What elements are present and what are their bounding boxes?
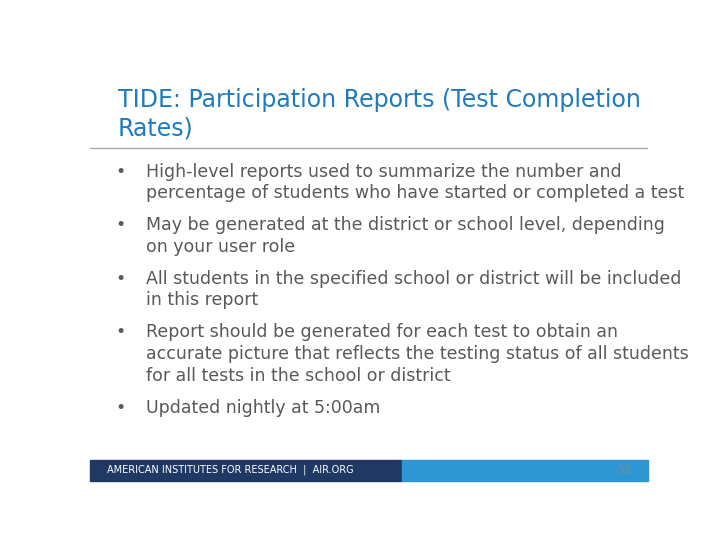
Text: TIDE: Participation Reports (Test Completion: TIDE: Participation Reports (Test Comple… — [118, 87, 641, 112]
Text: May be generated at the district or school level, depending: May be generated at the district or scho… — [145, 216, 665, 234]
Text: in this report: in this report — [145, 292, 258, 309]
Text: All students in the specified school or district will be included: All students in the specified school or … — [145, 270, 681, 288]
Text: AMERICAN INSTITUTES FOR RESEARCH  |  AIR.ORG: AMERICAN INSTITUTES FOR RESEARCH | AIR.O… — [107, 465, 354, 475]
Text: 52: 52 — [617, 465, 631, 475]
Text: percentage of students who have started or completed a test: percentage of students who have started … — [145, 184, 684, 202]
Text: •: • — [116, 399, 126, 417]
Text: Rates): Rates) — [118, 117, 194, 141]
Text: Updated nightly at 5:00am: Updated nightly at 5:00am — [145, 399, 380, 417]
Text: Report should be generated for each test to obtain an: Report should be generated for each test… — [145, 323, 618, 341]
Text: •: • — [116, 323, 126, 341]
Bar — [402, 460, 648, 481]
Text: High-level reports used to summarize the number and: High-level reports used to summarize the… — [145, 163, 621, 180]
Text: •: • — [116, 163, 126, 180]
Text: on your user role: on your user role — [145, 238, 295, 256]
Bar — [90, 460, 402, 481]
Text: •: • — [116, 216, 126, 234]
Text: •: • — [116, 270, 126, 288]
Text: for all tests in the school or district: for all tests in the school or district — [145, 367, 451, 384]
Text: accurate picture that reflects the testing status of all students: accurate picture that reflects the testi… — [145, 345, 688, 363]
